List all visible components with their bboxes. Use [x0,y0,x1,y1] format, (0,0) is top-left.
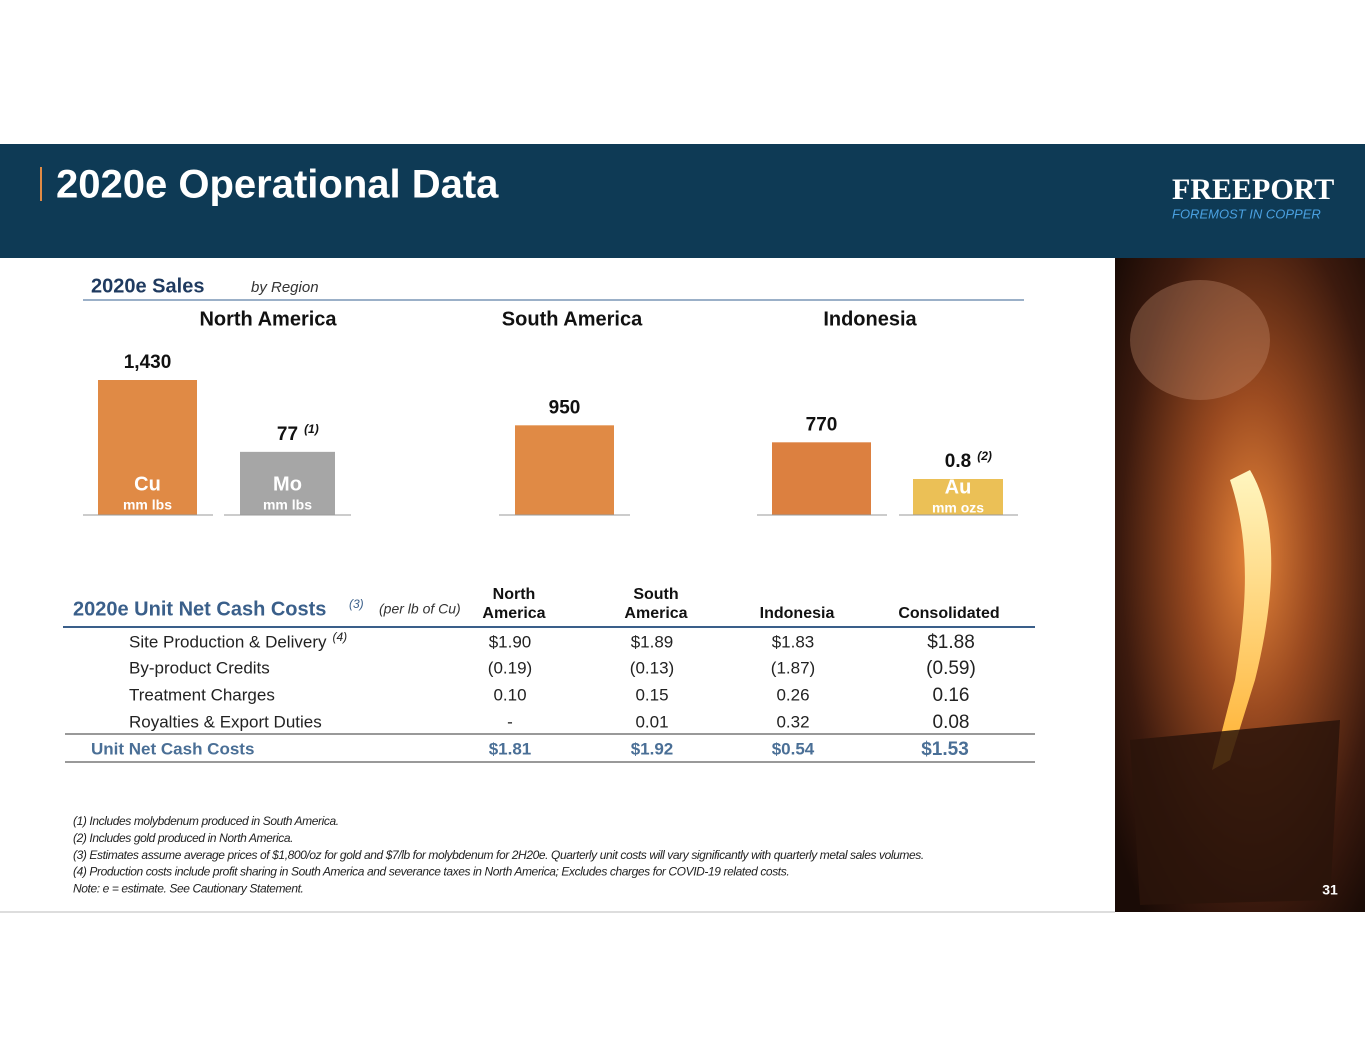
bar-unit: mm lbs [263,497,312,513]
cell: $1.83 [772,632,815,651]
row-note: (4) [332,630,347,644]
cell: 0.01 [635,712,668,731]
bar [515,425,614,515]
column-header: South America [624,586,687,622]
value-label: 77 [277,424,298,445]
title-accent [40,167,42,201]
value-note: (1) [304,422,319,436]
cell: - [507,712,513,731]
footnote: (4) Production costs include profit shar… [73,865,789,879]
bar-unit: mm lbs [123,497,172,513]
total-cell: $0.54 [772,739,815,758]
row-label: By-product Credits [129,658,270,677]
cell: 0.10 [493,685,526,704]
column-header: North America [482,586,545,622]
region-name: South America [502,308,643,330]
photo-smoke [1130,280,1270,400]
value-label: 0.8 [945,451,971,472]
page-number: 31 [1322,882,1338,898]
costs-subtitle: (per lb of Cu) [379,601,461,617]
logo: FREEPORT [1172,173,1334,206]
cell: (0.59) [926,658,976,679]
cell: $1.88 [927,632,975,653]
bar [913,479,1003,515]
total-cell: $1.53 [921,739,969,760]
cell: 0.08 [933,712,970,733]
photo-stream [1212,470,1272,770]
footnote: Note: e = estimate. See Cautionary State… [73,881,303,895]
value-label: 950 [549,397,581,418]
total-label: Unit Net Cash Costs [91,739,254,758]
cell: (0.13) [630,658,674,677]
column-header: Indonesia [760,605,835,622]
header-band [0,144,1365,258]
bar-metal: Cu [134,473,161,495]
cell: 0.26 [776,685,809,704]
footnote: (3) Estimates assume average prices of $… [73,848,924,862]
region-name: North America [199,308,337,330]
cell: $1.89 [631,632,674,651]
costs-title-note: (3) [349,597,364,611]
bar-metal: Au [945,476,972,498]
cell: (1.87) [771,658,815,677]
cell: 0.15 [635,685,668,704]
total-cell: $1.92 [631,739,674,758]
row-label: Treatment Charges [129,685,275,704]
bar [240,451,335,515]
costs-title: 2020e Unit Net Cash Costs [73,598,326,620]
value-note: (2) [977,449,992,463]
cell: 0.32 [776,712,809,731]
cell: $1.90 [489,632,532,651]
slide-title: 2020e Operational Data [56,163,499,207]
photo-ladle [1130,720,1340,905]
cell: (0.19) [488,658,532,677]
sales-subtitle: by Region [251,279,319,296]
value-label: 770 [806,414,838,435]
row-label: Royalties & Export Duties [129,712,322,731]
bar [98,380,197,515]
cell: 0.16 [933,685,970,706]
bar [772,442,871,515]
bar-metal: Mo [273,473,302,495]
footnote: (2) Includes gold produced in North Amer… [73,831,293,845]
value-label: 1,430 [124,352,172,373]
total-cell: $1.81 [489,739,532,758]
footnote: (1) Includes molybdenum produced in Sout… [73,814,339,828]
bar-unit: mm ozs [932,500,984,516]
sales-title: 2020e Sales [91,275,204,297]
region-name: Indonesia [823,308,917,330]
column-header: Consolidated [898,605,999,622]
tagline: FOREMOST IN COPPER [1172,206,1321,221]
row-label: Site Production & Delivery [129,632,327,651]
